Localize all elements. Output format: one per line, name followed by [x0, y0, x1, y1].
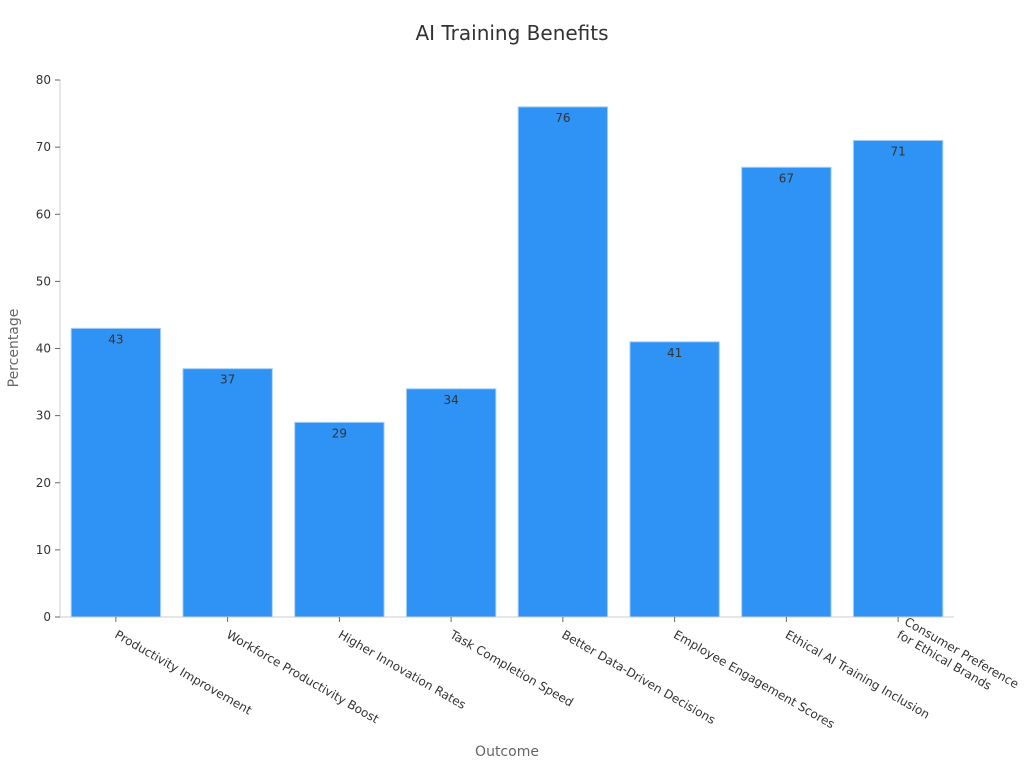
- bar: [741, 166, 832, 618]
- data-label: 71: [890, 144, 905, 158]
- y-tick-label: 70: [36, 140, 51, 154]
- chart-title: AI Training Benefits: [415, 21, 608, 45]
- bar: [852, 139, 944, 618]
- bar: [182, 368, 273, 618]
- data-label: 37: [220, 373, 235, 387]
- bar: [405, 388, 497, 618]
- data-label: 29: [332, 426, 347, 440]
- x-tick-label: Task Completion Speed: [447, 627, 576, 710]
- y-tick-label: 40: [36, 342, 51, 356]
- data-label: 76: [555, 111, 570, 125]
- x-axis-title: Outcome: [475, 744, 539, 760]
- bar: [629, 341, 720, 618]
- y-axis: 0 10 20 30 40 50 60 70 80: [36, 73, 61, 624]
- data-label: 43: [108, 332, 123, 346]
- data-label: 34: [443, 393, 458, 407]
- y-tick-label: 0: [43, 610, 51, 624]
- y-tick-label: 50: [36, 274, 51, 288]
- x-tick-label-line: Task Completion Speed: [447, 627, 576, 710]
- y-tick-label: 80: [36, 73, 51, 87]
- y-tick-label: 10: [36, 543, 51, 557]
- bar: [70, 327, 162, 618]
- y-tick-label: 60: [36, 207, 51, 221]
- y-tick-label: 30: [36, 409, 51, 423]
- data-label: 67: [779, 171, 794, 185]
- data-labels-group: 43 37 29 34 76 41 67 71: [108, 111, 906, 440]
- bar: [517, 106, 609, 618]
- data-label: 41: [667, 346, 682, 360]
- y-axis-title: Percentage: [6, 309, 22, 388]
- bars-group: [70, 106, 944, 618]
- y-tick-label: 20: [36, 476, 51, 490]
- bar: [294, 421, 385, 618]
